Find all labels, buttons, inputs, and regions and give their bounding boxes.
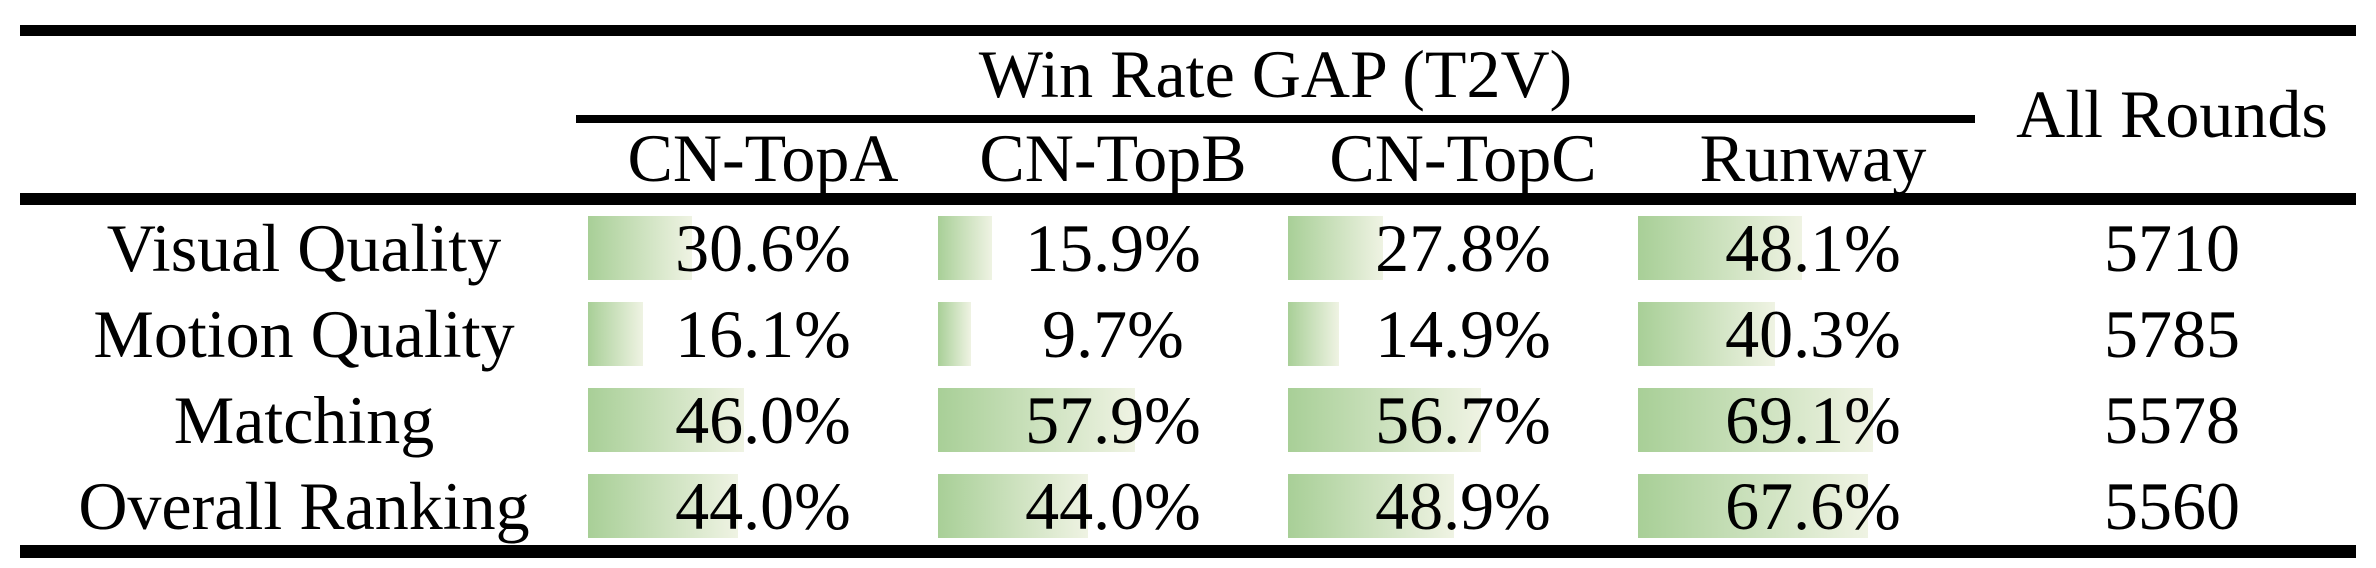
table-cell: 40.3% [1638, 291, 1988, 377]
win-rate-databar [1638, 388, 1873, 452]
table-cell: 48.1% [1638, 205, 1988, 291]
win-rate-value: 14.9% [1375, 296, 1551, 372]
win-rate-value: 56.7% [1375, 382, 1551, 458]
all-rounds-value: 5785 [2104, 296, 2240, 372]
win-rate-value: 16.1% [675, 296, 851, 372]
table-cell: 16.1% [588, 291, 938, 377]
win-rate-databar [1288, 474, 1455, 538]
table-cell: 27.8% [1288, 205, 1638, 291]
win-rate-value: 15.9% [1025, 210, 1201, 286]
group-header-win-rate-gap: Win Rate GAP (T2V) [978, 36, 1573, 112]
header-separator-rule [20, 193, 2356, 205]
win-rate-value: 48.1% [1725, 210, 1901, 286]
row-label: Visual Quality [106, 210, 502, 286]
win-rate-value: 67.6% [1725, 468, 1901, 544]
win-rate-value: 9.7% [1042, 296, 1184, 372]
table-cell: 46.0% [588, 377, 938, 463]
column-header-cn-topb: CN-TopB [979, 120, 1247, 196]
win-rate-databar [1288, 302, 1339, 366]
win-rate-value: 30.6% [675, 210, 851, 286]
all-rounds-value: 5578 [2104, 382, 2240, 458]
win-rate-value: 48.9% [1375, 468, 1551, 544]
win-rate-databar [588, 474, 738, 538]
win-rate-value: 57.9% [1025, 382, 1201, 458]
table-bottom-rule [20, 545, 2356, 558]
win-rate-value: 46.0% [675, 382, 851, 458]
win-rate-databar [938, 474, 1088, 538]
win-rate-value: 44.0% [675, 468, 851, 544]
column-header-runway: Runway [1699, 120, 1927, 196]
table-row-matching: Matching 46.0% 57.9% 56.7% 69.1% 5578 [0, 377, 2376, 463]
table-cell: 44.0% [588, 463, 938, 549]
win-rate-value: 40.3% [1725, 296, 1901, 372]
win-rate-databar [1638, 302, 1776, 366]
all-rounds-value: 5710 [2104, 210, 2240, 286]
win-rate-databar [938, 216, 993, 280]
win-rate-value: 44.0% [1025, 468, 1201, 544]
win-rate-value: 27.8% [1375, 210, 1551, 286]
all-rounds-value: 5560 [2104, 468, 2240, 544]
table-cell: 48.9% [1288, 463, 1638, 549]
win-rate-databar [1638, 474, 1868, 538]
win-rate-databar [1638, 216, 1802, 280]
win-rate-databar [1288, 388, 1481, 452]
win-rate-databar [1288, 216, 1383, 280]
win-rate-databar [588, 216, 693, 280]
win-rate-databar [938, 302, 971, 366]
table-cell: 44.0% [938, 463, 1288, 549]
group-header-underline-rule [576, 115, 1975, 123]
table-top-rule [20, 25, 2356, 36]
win-rate-databar [938, 388, 1135, 452]
column-header-all-rounds: All Rounds [2016, 76, 2328, 152]
table-cell: 30.6% [588, 205, 938, 291]
win-rate-databar [588, 302, 643, 366]
table-cell: 14.9% [1288, 291, 1638, 377]
table-row-visual-quality: Visual Quality 30.6% 15.9% 27.8% 48.1% 5… [0, 205, 2376, 291]
row-label: Motion Quality [93, 296, 515, 372]
table-cell: 67.6% [1638, 463, 1988, 549]
column-header-cn-topa: CN-TopA [627, 120, 899, 196]
table-cell: 57.9% [938, 377, 1288, 463]
table-cell: 69.1% [1638, 377, 1988, 463]
row-label: Overall Ranking [78, 468, 530, 544]
table-cell: 9.7% [938, 291, 1288, 377]
win-rate-value: 69.1% [1725, 382, 1901, 458]
table-cell: 56.7% [1288, 377, 1638, 463]
table-cell: 15.9% [938, 205, 1288, 291]
row-label: Matching [173, 382, 435, 458]
table-row-overall-ranking: Overall Ranking 44.0% 44.0% 48.9% 67.6% … [0, 463, 2376, 549]
table-row-motion-quality: Motion Quality 16.1% 9.7% 14.9% 40.3% 57… [0, 291, 2376, 377]
win-rate-databar [588, 388, 745, 452]
column-header-cn-topc: CN-TopC [1329, 120, 1597, 196]
